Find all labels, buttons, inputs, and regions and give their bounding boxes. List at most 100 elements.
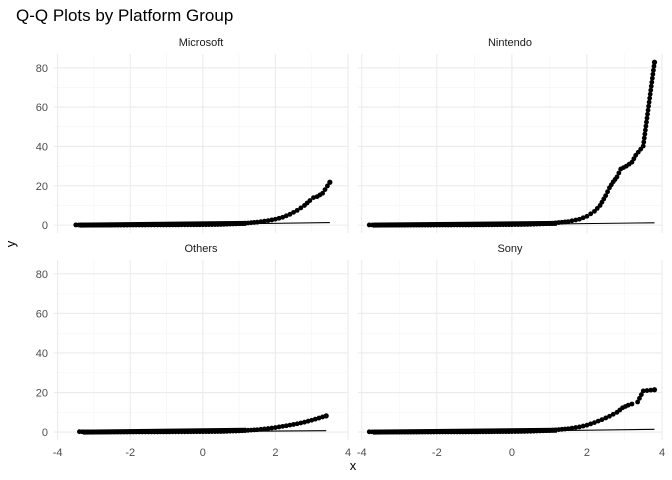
qq-point xyxy=(643,123,649,129)
qq-point xyxy=(294,421,300,427)
qq-point xyxy=(325,183,330,189)
qq-point xyxy=(262,218,267,224)
qq-point-max xyxy=(327,179,333,185)
x-tick-label: 4 xyxy=(659,447,665,459)
qq-point xyxy=(648,387,654,393)
qq-point xyxy=(287,211,293,217)
y-tick-label: 60 xyxy=(36,102,48,114)
x-tick-label: 2 xyxy=(272,447,278,459)
qq-point xyxy=(640,143,646,149)
qq-point xyxy=(645,111,650,117)
qq-point xyxy=(648,83,654,89)
qq-point xyxy=(649,75,655,81)
qq-point xyxy=(258,426,264,432)
y-tick-label: 40 xyxy=(36,141,48,153)
y-tick-label: 40 xyxy=(36,348,48,360)
x-tick-label: -4 xyxy=(357,447,367,459)
x-tick-label: 4 xyxy=(345,447,351,459)
qq-point xyxy=(629,401,635,407)
qq-point xyxy=(592,420,597,425)
qq-point xyxy=(644,388,650,393)
qq-point xyxy=(640,388,646,394)
qq-point xyxy=(580,215,586,221)
qq-point xyxy=(280,423,286,429)
qq-point xyxy=(584,422,590,428)
chart-title: Q-Q Plots by Platform Group xyxy=(16,6,233,25)
qq-reference-line xyxy=(79,430,327,434)
qq-point xyxy=(635,399,641,405)
qq-point xyxy=(605,189,610,195)
y-tick-label: 0 xyxy=(42,427,48,439)
y-tick-label: 20 xyxy=(36,181,48,193)
qq-point xyxy=(273,425,278,430)
qq-point xyxy=(307,198,313,203)
qq-point xyxy=(569,218,575,224)
facet-sony: Sony -4 -2 0 2 4 xyxy=(357,243,665,459)
facet-strip-label: Others xyxy=(184,243,218,255)
qq-point xyxy=(569,425,575,431)
qq-point xyxy=(265,218,271,224)
qq-point xyxy=(276,215,282,221)
qq-point xyxy=(269,425,275,431)
qq-point xyxy=(287,422,293,428)
qq-point xyxy=(595,418,601,424)
facet-panels: Microsoft020406080NintendoOthers02040608… xyxy=(36,37,665,459)
qq-point xyxy=(637,395,642,401)
qq-point xyxy=(577,424,582,430)
y-tick-label: 80 xyxy=(36,269,48,281)
qq-point xyxy=(316,415,322,421)
qq-point xyxy=(320,190,325,196)
qq-point xyxy=(642,131,648,137)
qq-point xyxy=(291,422,296,427)
qq-point xyxy=(649,79,655,85)
qq-point xyxy=(644,115,650,121)
qq-point xyxy=(638,392,644,398)
qq-point xyxy=(273,216,278,222)
qq-point xyxy=(644,119,649,125)
qq-point xyxy=(625,402,631,408)
qq-reference-line xyxy=(369,428,655,434)
x-axis-title: x xyxy=(350,458,357,473)
y-tick-label: 60 xyxy=(36,308,48,320)
qq-point xyxy=(298,420,304,426)
qq-point xyxy=(647,95,653,101)
qq-point xyxy=(283,213,289,219)
qq-point xyxy=(298,205,304,211)
x-tick-label: 2 xyxy=(584,447,590,459)
qq-point xyxy=(603,415,609,421)
qq-point xyxy=(616,170,622,176)
qq-point xyxy=(283,423,289,429)
qq-point xyxy=(322,187,328,192)
x-tick-label: -2 xyxy=(125,447,135,459)
qq-point xyxy=(577,216,582,222)
qq-point xyxy=(651,67,656,73)
facet-strip-label: Sony xyxy=(497,243,523,255)
qq-point xyxy=(648,87,654,93)
x-tick-label: -2 xyxy=(432,447,442,459)
qq-point xyxy=(280,214,286,220)
qq-point xyxy=(269,217,275,223)
facet-nintendo: Nintendo xyxy=(358,37,663,233)
qq-point xyxy=(580,423,586,429)
qq-point xyxy=(610,411,616,417)
qq-point xyxy=(614,174,620,180)
facet-strip-label: Nintendo xyxy=(488,37,532,49)
qq-point xyxy=(645,107,651,113)
qq-point xyxy=(265,426,271,431)
qq-point xyxy=(312,416,318,422)
qq-reference-line xyxy=(369,222,655,227)
qq-point xyxy=(276,424,282,430)
qq-point xyxy=(599,417,605,423)
qq-point xyxy=(291,209,296,215)
qq-point xyxy=(565,219,571,224)
qq-point xyxy=(258,219,264,225)
qq-point xyxy=(603,193,609,199)
qq-point xyxy=(305,418,311,424)
qq-point xyxy=(573,425,579,430)
qq-point xyxy=(650,71,656,77)
qq-point xyxy=(642,127,648,133)
qq-point xyxy=(584,213,590,219)
qq-point xyxy=(646,99,652,105)
qq-point xyxy=(607,413,612,419)
qq-point xyxy=(262,426,267,432)
